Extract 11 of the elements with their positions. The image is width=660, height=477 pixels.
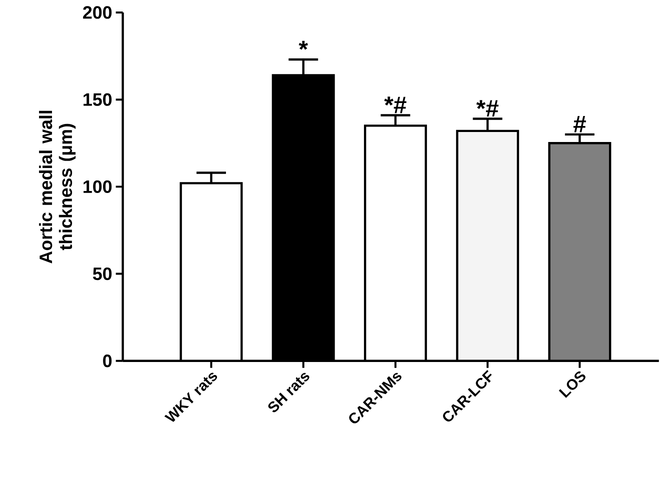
x-tick-label: SH rats [268, 372, 310, 412]
annotation: *# [476, 100, 498, 116]
y-tick-label: 200 [83, 6, 112, 19]
y-tick-label: 150 [84, 93, 112, 106]
y-axis-title: Aortic medial wall thickness (μm) [39, 110, 76, 264]
y-tick-label: 50 [92, 267, 112, 280]
annotation: # [573, 116, 586, 132]
annotation: *# [384, 96, 406, 113]
y-tick-label: 100 [84, 180, 112, 193]
y-tick-label: 0 [103, 354, 112, 368]
annotation: * [298, 40, 308, 50]
